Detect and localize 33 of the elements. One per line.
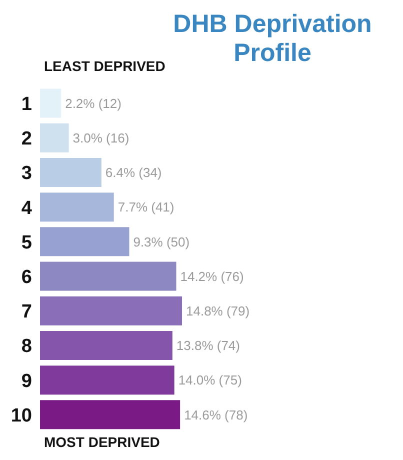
y-tick-label: 7 (21, 302, 32, 323)
text: DHB Deprivation Profile (173, 10, 372, 67)
text: MOST DEPRIVED (44, 434, 160, 450)
data-label: 14.8% (79) (186, 303, 250, 318)
data-label: 2.2% (12) (65, 96, 122, 111)
bar (40, 88, 62, 118)
bar (40, 296, 182, 326)
y-tick-label: 6 (21, 267, 32, 288)
data-label: 14.0% (75) (178, 372, 242, 388)
y-tick-label: 3 (21, 163, 32, 184)
data-label: 6.4% (34) (105, 165, 162, 180)
bar (40, 123, 69, 152)
data-label: 14.6% (78) (184, 407, 248, 422)
bar (40, 330, 172, 360)
bar (40, 227, 130, 256)
data-label: 13.8% (74) (176, 338, 240, 354)
data-label: 9.3% (50) (133, 234, 190, 250)
y-tick-label: 4 (21, 198, 32, 219)
y-tick-label: 2 (21, 128, 32, 150)
y-tick-label: 1 (21, 94, 32, 116)
bar (40, 158, 102, 187)
bar (40, 366, 174, 395)
data-label: 7.7% (41) (118, 200, 174, 215)
text: LEAST DEPRIVED (44, 58, 166, 74)
y-tick-label: 10 (10, 405, 32, 426)
data-label: 3.0% (16) (72, 130, 130, 146)
y-tick-label: 5 (21, 232, 32, 254)
bar (40, 262, 176, 291)
y-tick-label: 9 (21, 370, 32, 392)
data-label: 14.2% (76) (180, 268, 244, 284)
bar (40, 192, 114, 222)
y-tick-label: 8 (21, 336, 32, 358)
bar (40, 400, 180, 430)
